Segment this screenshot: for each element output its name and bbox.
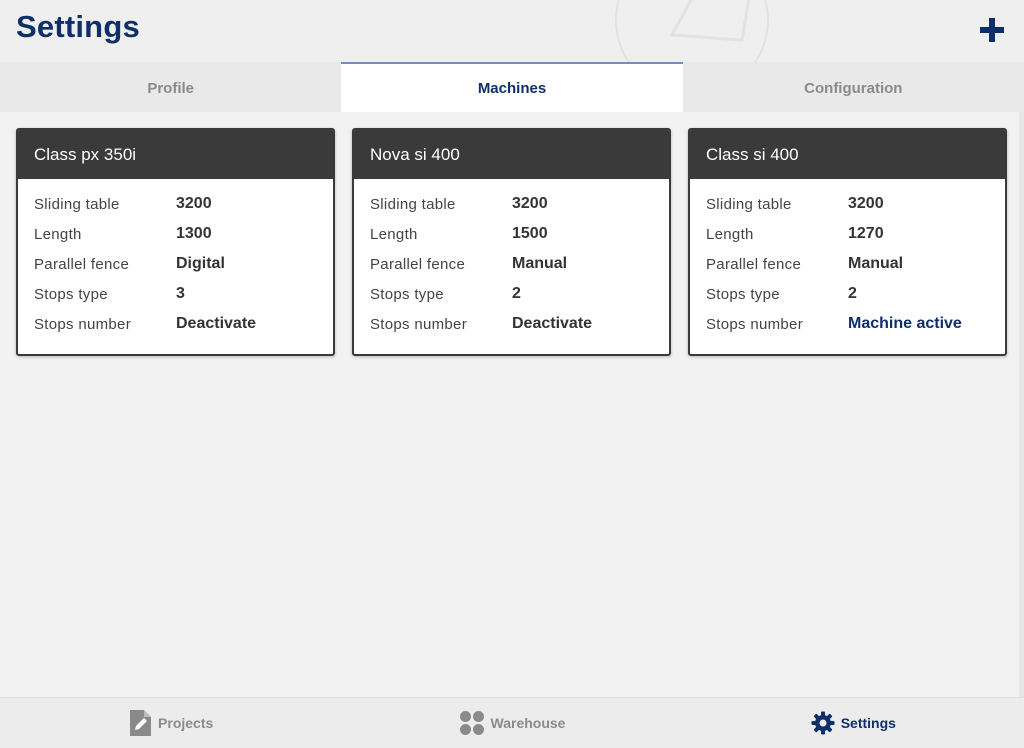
spec-value: Manual [848,255,904,272]
spec-row: Sliding table 3200 [370,189,653,219]
machine-card[interactable]: Nova si 400 Sliding table 3200 Length 15… [352,128,671,356]
machine-specs: Sliding table 3200 Length 1500 Parallel … [354,179,669,339]
spec-value: 1500 [512,225,548,242]
machine-name: Class si 400 [690,130,1005,179]
spec-row: Stops number Machine active [706,309,989,339]
spec-label: Length [706,225,754,243]
spec-label: Stops type [370,285,444,303]
spec-value: Deactivate [512,315,593,332]
spec-row: Length 1270 [706,219,989,249]
machine-name: Class px 350i [18,130,333,179]
spec-label: Length [370,225,418,243]
spec-label: Stops type [706,285,780,303]
spec-label: Stops number [34,315,131,333]
spec-value: 1270 [848,225,884,242]
nav-label: Settings [840,715,896,731]
spec-row: Stops type 3 [34,279,317,309]
nav-projects[interactable]: Projects [0,698,341,748]
machine-name: Nova si 400 [354,130,669,179]
document-edit-icon [130,710,152,736]
spec-label: Length [34,225,82,243]
spec-label: Stops number [370,315,467,333]
spec-value: Manual [512,255,568,272]
spec-row: Parallel fence Manual [706,249,989,279]
spec-value: 2 [848,285,857,302]
spec-label: Stops type [34,285,108,303]
spec-row: Stops number Deactivate [370,309,653,339]
spec-row: Sliding table 3200 [34,189,317,219]
spec-label: Parallel fence [34,255,130,273]
spec-label: Sliding table [370,195,456,213]
spec-value: 3200 [848,195,884,212]
spec-label: Sliding table [34,195,120,213]
spec-label: Parallel fence [706,255,802,273]
spec-value: 3 [176,285,185,302]
tab-profile[interactable]: Profile [147,79,194,97]
app-header: Settings [0,0,1024,62]
spec-label: Parallel fence [370,255,466,273]
spec-value: Digital [176,255,225,272]
spec-row: Length 1300 [34,219,317,249]
machine-card[interactable]: Class px 350i Sliding table 3200 Length … [16,128,335,356]
machine-specs: Sliding table 3200 Length 1270 Parallel … [690,179,1005,339]
page-title: Settings [16,9,140,44]
machine-active-status: Machine active [848,315,962,332]
tab-machines[interactable]: Machines [341,62,683,112]
spec-value: 3200 [512,195,548,212]
spec-label: Stops number [706,315,803,333]
spec-row: Stops number Deactivate [34,309,317,339]
spec-row: Parallel fence Manual [370,249,653,279]
settings-tabs: Profile Machines Configuration [0,62,1024,112]
spec-row: Stops type 2 [706,279,989,309]
nav-label: Projects [158,715,214,731]
plus-icon[interactable] [976,14,1008,46]
machine-specs: Sliding table 3200 Length 1300 Parallel … [18,179,333,339]
nav-warehouse[interactable]: Warehouse [341,698,682,748]
spec-value: 3200 [176,195,212,212]
spec-row: Parallel fence Digital [34,249,317,279]
spec-value: 1300 [176,225,212,242]
nav-label: Warehouse [490,715,566,731]
spec-row: Sliding table 3200 [706,189,989,219]
four-dots-icon [459,711,484,735]
spec-row: Length 1500 [370,219,653,249]
spec-label: Sliding table [706,195,792,213]
spec-row: Stops type 2 [370,279,653,309]
machine-cards: Class px 350i Sliding table 3200 Length … [16,128,1008,356]
tab-configuration[interactable]: Configuration [804,79,903,97]
bottom-navigation: Projects Warehouse Settings [0,697,1024,748]
spec-value: 2 [512,285,521,302]
logo-watermark-icon [615,0,769,62]
machine-card[interactable]: Class si 400 Sliding table 3200 Length 1… [688,128,1007,356]
spec-value: Deactivate [176,315,257,332]
nav-settings[interactable]: Settings [683,698,1024,748]
scrollbar-track[interactable] [1019,112,1024,697]
gear-icon [811,711,835,735]
